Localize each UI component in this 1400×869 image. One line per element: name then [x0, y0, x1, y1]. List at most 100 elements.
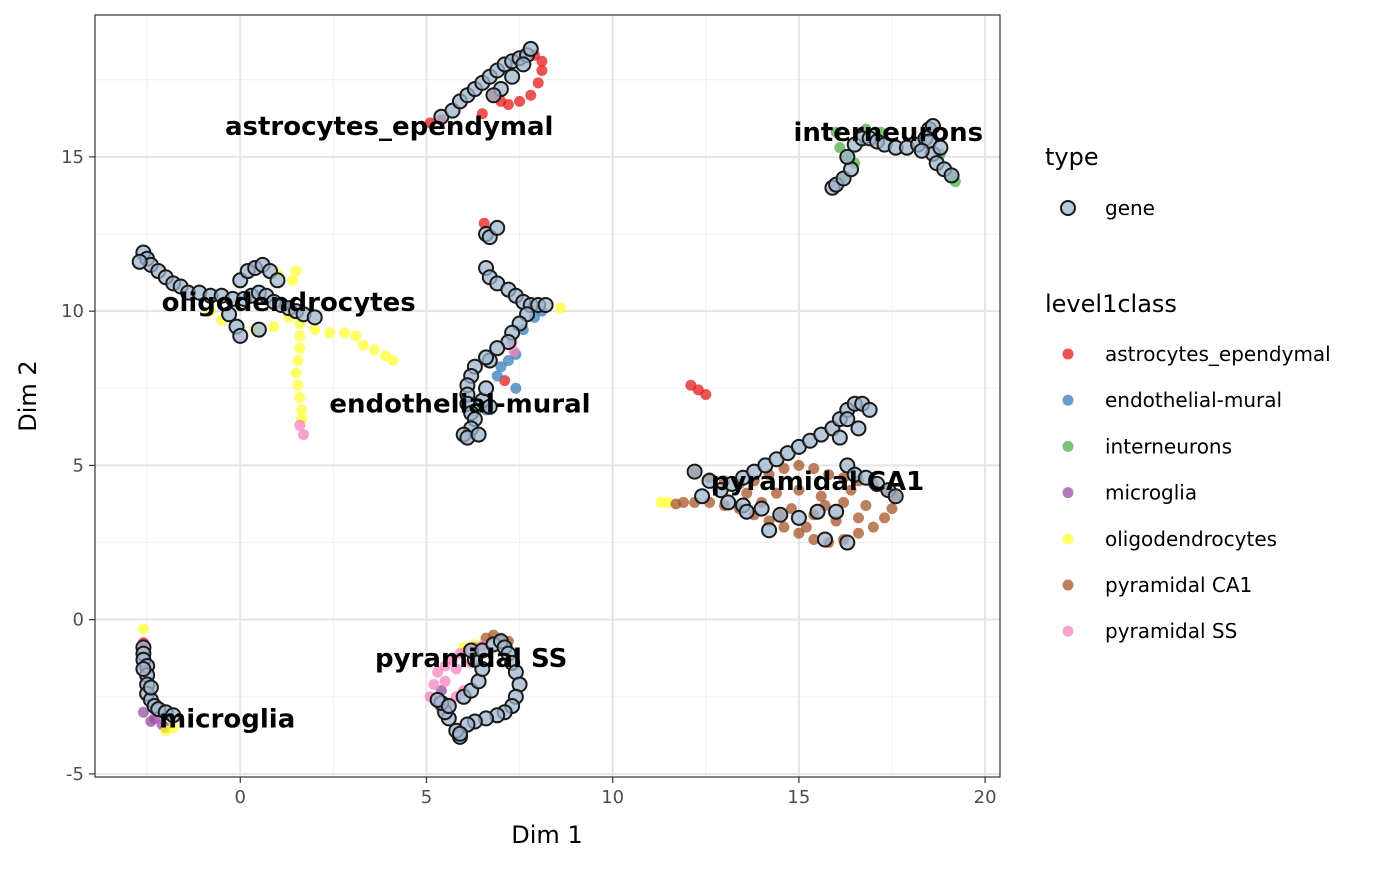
legend-class-label: pyramidal CA1 [1105, 573, 1252, 597]
legend-class-label: interneurons [1105, 434, 1232, 458]
cell-point-pyramidal-CA1 [785, 503, 797, 515]
cell-point-pyramidal-CA1 [808, 462, 820, 474]
cell-point-oligodendrocytes [339, 327, 351, 339]
cell-point-pyramidal-CA1 [838, 496, 850, 508]
cell-point-pyramidal-CA1 [886, 503, 898, 515]
gene-point [135, 661, 152, 678]
cell-point-astrocytes-ependymal [514, 95, 526, 107]
x-tick-label: 20 [974, 787, 997, 808]
gene-point [772, 506, 789, 523]
gene-point [790, 509, 807, 526]
cell-point-astrocytes-ependymal [532, 77, 544, 89]
y-tick-label: 15 [61, 147, 84, 168]
cell-point-oligodendrocytes [324, 327, 336, 339]
x-tick-label: 5 [421, 787, 432, 808]
gene-point [142, 679, 159, 696]
cell-point-pyramidal-SS [439, 675, 451, 687]
gene-point [839, 411, 856, 428]
cell-point-pyramidal-CA1 [823, 469, 835, 481]
gene-points [131, 40, 960, 745]
cell-point-astrocytes-ependymal [536, 55, 548, 67]
cell-point-microglia [137, 706, 149, 718]
legend-class-key [1062, 440, 1074, 452]
gene-point [440, 698, 457, 715]
cell-point-oligodendrocytes [290, 265, 302, 277]
gene-point [504, 68, 521, 85]
cell-point-pyramidal-SS [450, 663, 462, 675]
cell-point-oligodendrocytes [350, 330, 362, 342]
cell-point-pyramidal-CA1 [867, 521, 879, 533]
gene-point [887, 488, 904, 505]
plot-panel-border [94, 14, 1001, 778]
gene-point [816, 531, 833, 548]
cell-point-oligodendrocytes [309, 324, 321, 336]
y-tick-label: -5 [66, 764, 84, 785]
gene-point [522, 40, 539, 57]
gene-point [537, 296, 554, 313]
cell-point-pyramidal-CA1 [793, 527, 805, 539]
gene-point [861, 401, 878, 418]
gene-point [451, 725, 468, 742]
cell-point-oligodendrocytes [294, 392, 306, 404]
cell-point-pyramidal-CA1 [860, 500, 872, 512]
gene-point [701, 472, 718, 489]
gene-point [943, 167, 960, 184]
gene-point [850, 420, 867, 437]
cell-point-astrocytes-ependymal [502, 98, 514, 110]
cell-point-pyramidal-CA1 [771, 487, 783, 499]
cell-point-pyramidal-CA1 [808, 533, 820, 545]
cluster-label-microglia: microglia [159, 704, 295, 734]
cell-point-pyramidal-CA1 [800, 521, 812, 533]
cell-point-oligodendrocytes [294, 330, 306, 342]
cell-point-oligodendrocytes [294, 342, 306, 354]
x-axis-title: Dim 1 [511, 821, 582, 849]
cell-point-oligodendrocytes [555, 302, 567, 314]
cluster-label-astrocytes-ependymal: astrocytes_ependymal [225, 112, 554, 142]
cell-point-oligodendrocytes [368, 344, 380, 356]
cell-point-oligodendrocytes [268, 321, 280, 333]
gene-point [738, 503, 755, 520]
cell-point-oligodendrocytes [167, 722, 179, 734]
cell-point-pyramidal-CA1 [670, 498, 682, 510]
gene-point [839, 148, 856, 165]
cell-point-astrocytes-ependymal [476, 108, 488, 120]
cell-point-pyramidal-CA1 [793, 484, 805, 496]
gene-point [515, 56, 532, 73]
legend-class-label: pyramidal SS [1105, 619, 1237, 643]
cell-point-oligodendrocytes [357, 339, 369, 351]
gene-point [761, 522, 778, 539]
cell-point-pyramidal-CA1 [879, 512, 891, 524]
cell-point-microglia [145, 715, 157, 727]
legend-class-label: astrocytes_ependymal [1105, 342, 1331, 366]
gene-point [131, 253, 148, 270]
legend-class-key [1062, 487, 1074, 499]
cell-point-endothelial-mural [502, 355, 514, 367]
cell-point-pyramidal-CA1 [778, 521, 790, 533]
cell-point-interneurons [834, 142, 846, 154]
cell-point-pyramidal-CA1 [852, 512, 864, 524]
y-tick-label: 5 [73, 455, 84, 476]
legend-type-key [1060, 200, 1076, 216]
cell-point-oligodendrocytes [204, 305, 216, 317]
y-axis-title: Dim 2 [14, 360, 42, 431]
gene-point [221, 306, 238, 323]
gene-point [839, 534, 856, 551]
cell-point-pyramidal-CA1 [741, 487, 753, 499]
cluster-labels: astrocytes_ependymal interneurons oligoden… [159, 112, 983, 734]
gene-point [686, 463, 703, 480]
cell-point-astrocytes-ependymal [424, 117, 436, 129]
gene-point [831, 429, 848, 446]
cell-point-astrocytes-ependymal [700, 388, 712, 400]
y-tick-label: 0 [73, 610, 84, 631]
cell-point-pyramidal-SS [447, 654, 459, 666]
y-tick-label: 10 [61, 301, 84, 322]
cell-point-interneurons [830, 126, 842, 138]
legend-class-label: endothelial-mural [1105, 388, 1282, 412]
legend-class-key [1062, 348, 1074, 360]
legend-class-key [1062, 579, 1074, 591]
legend-class-key [1062, 533, 1074, 545]
gene-point [828, 503, 845, 520]
legend-class-label: oligodendrocytes [1105, 527, 1277, 551]
cell-point-pyramidal-SS [439, 660, 451, 672]
